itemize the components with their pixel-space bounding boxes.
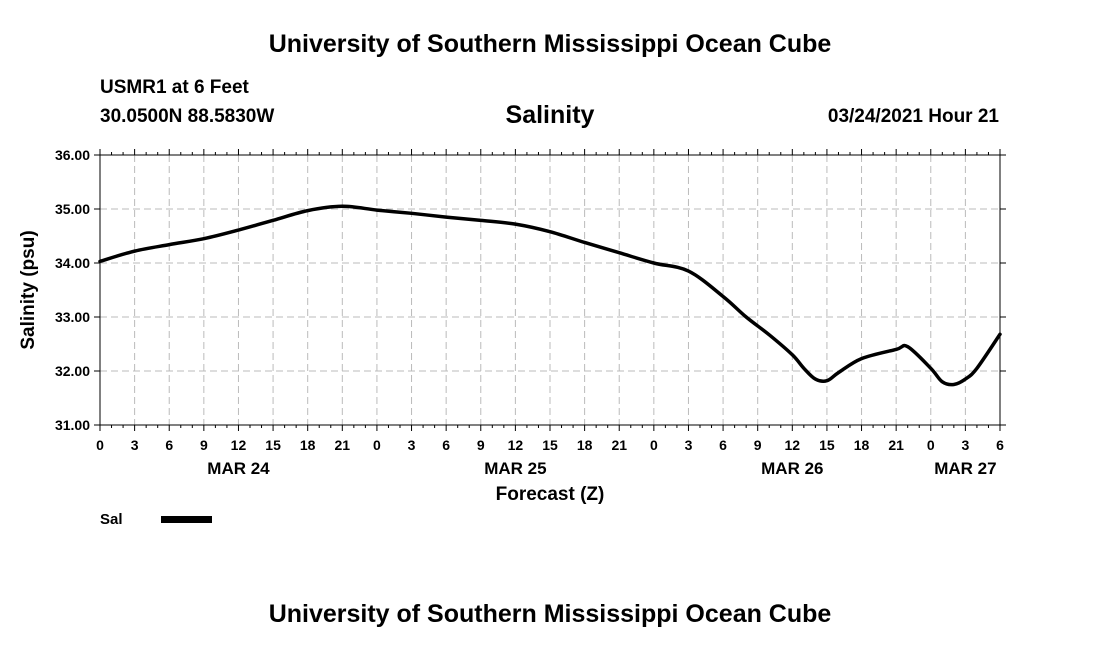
date-label: MAR 26 <box>761 459 823 478</box>
parameter-title: Salinity <box>505 101 595 129</box>
x-tick-label: 6 <box>996 437 1004 453</box>
y-axis-title: Salinity (psu) <box>18 230 39 349</box>
x-tick-label: 3 <box>131 437 139 453</box>
date-label: MAR 24 <box>207 459 270 478</box>
x-tick-label: 6 <box>442 437 450 453</box>
series-line-sal <box>98 204 1002 387</box>
grid <box>100 155 1000 425</box>
x-tick-label: 0 <box>96 437 104 453</box>
y-tick-label: 35.00 <box>55 201 90 217</box>
chart-title-bottom: University of Southern Mississippi Ocean… <box>268 600 832 628</box>
x-tick-label: 15 <box>819 437 835 453</box>
x-tick-label: 9 <box>200 437 208 453</box>
y-tick-label: 31.00 <box>55 417 90 433</box>
data-layer <box>98 204 1002 387</box>
x-tick-label: 6 <box>719 437 727 453</box>
legend: Sal <box>100 511 212 528</box>
x-tick-label: 12 <box>231 437 247 453</box>
date-label: MAR 25 <box>484 459 546 478</box>
x-tick-label: 18 <box>300 437 316 453</box>
x-tick-label: 18 <box>577 437 593 453</box>
x-tick-label: 3 <box>961 437 969 453</box>
x-tick-label: 3 <box>685 437 693 453</box>
y-tick-label: 34.00 <box>55 255 90 271</box>
axes: 31.00 32.00 33.00 34.00 35.00 36.00 0 3 6 9 12 15 18… <box>55 147 1006 478</box>
x-tick-label: 21 <box>888 437 904 453</box>
x-tick-label: 15 <box>542 437 558 453</box>
x-tick-label: 18 <box>854 437 870 453</box>
x-tick-label: 3 <box>408 437 416 453</box>
x-tick-label: 21 <box>611 437 627 453</box>
chart-title-top: University of Southern Mississippi Ocean… <box>268 30 832 58</box>
legend-swatch <box>161 516 212 523</box>
x-tick-label: 6 <box>165 437 173 453</box>
x-tick-label: 12 <box>785 437 801 453</box>
x-axis-title: Forecast (Z) <box>496 484 605 505</box>
y-tick-label: 36.00 <box>55 147 90 163</box>
x-tick-label: 21 <box>335 437 351 453</box>
x-tick-label: 9 <box>754 437 762 453</box>
station-coordinates: 30.0500N 88.5830W <box>100 106 275 127</box>
x-tick-label: 0 <box>927 437 935 453</box>
y-tick-label: 32.00 <box>55 363 90 379</box>
forecast-datetime: 03/24/2021 Hour 21 <box>827 106 999 127</box>
x-tick-label: 0 <box>650 437 658 453</box>
x-tick-label: 12 <box>508 437 524 453</box>
station-label: USMR1 at 6 Feet <box>100 77 249 98</box>
y-tick-label: 33.00 <box>55 309 90 325</box>
date-label: MAR 27 <box>934 459 996 478</box>
x-tick-label: 15 <box>265 437 281 453</box>
x-tick-label: 0 <box>373 437 381 453</box>
x-tick-label: 9 <box>477 437 485 453</box>
axis-labels: Forecast (Z) Salinity (psu) <box>18 230 604 505</box>
legend-label: Sal <box>100 511 123 528</box>
